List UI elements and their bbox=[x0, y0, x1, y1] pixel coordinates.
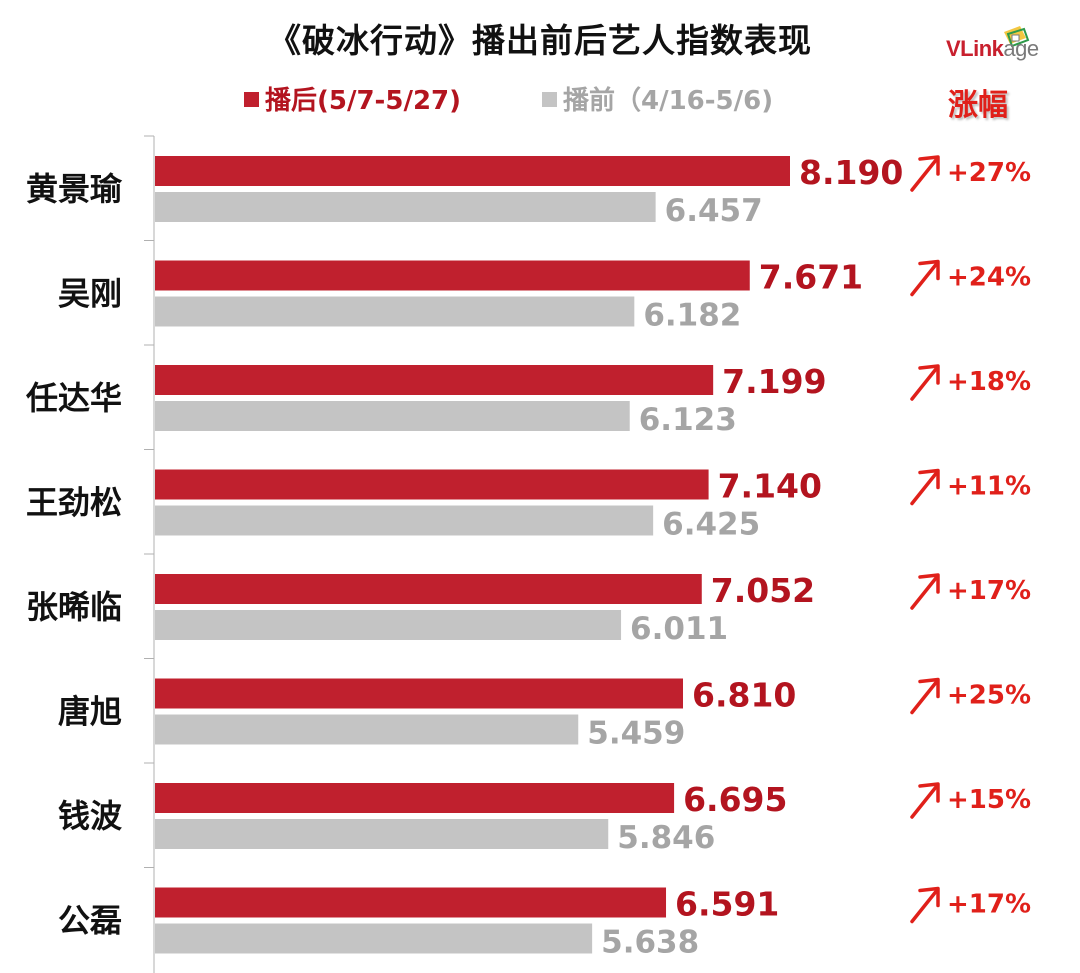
data-label-before: 5.638 bbox=[601, 925, 699, 961]
arrow-up-icon-head bbox=[918, 573, 940, 594]
bar-after bbox=[155, 156, 790, 186]
category-label: 公磊 bbox=[58, 902, 122, 940]
change-percent: +24% bbox=[947, 263, 1031, 293]
change-percent: +15% bbox=[947, 785, 1031, 815]
arrow-up-icon-head bbox=[918, 886, 940, 908]
logo-text-part2: age bbox=[1003, 36, 1039, 61]
change-column-header: 涨幅 bbox=[948, 88, 1008, 123]
logo-emblem-icon bbox=[1004, 26, 1030, 48]
category-label: 张晞临 bbox=[26, 588, 122, 626]
arrow-up-icon-head bbox=[918, 259, 940, 281]
bar-after bbox=[155, 574, 702, 604]
data-label-after: 8.190 bbox=[799, 153, 903, 192]
legend-swatch-after bbox=[244, 92, 259, 107]
data-label-after: 6.591 bbox=[675, 885, 779, 924]
data-label-after: 7.052 bbox=[711, 571, 815, 610]
category-label: 王劲松 bbox=[26, 484, 122, 522]
arrow-up-icon-head bbox=[918, 468, 940, 490]
arrow-up-icon bbox=[910, 471, 938, 506]
category-label: 钱波 bbox=[58, 797, 122, 835]
data-label-before: 6.182 bbox=[643, 298, 741, 334]
legend-item-before: 播前（4/16-5/6) bbox=[542, 80, 773, 117]
data-label-after: 6.695 bbox=[683, 780, 787, 819]
bar-before bbox=[155, 610, 622, 640]
logo-text: VLinkage bbox=[946, 36, 1039, 62]
bar-before bbox=[155, 192, 656, 222]
arrow-up-icon bbox=[910, 889, 938, 924]
legend-label-before: 播前（4/16-5/6) bbox=[563, 86, 774, 116]
data-label-before: 6.457 bbox=[665, 193, 763, 229]
category-label: 任达华 bbox=[26, 379, 122, 417]
data-label-after: 7.199 bbox=[722, 362, 826, 401]
arrow-up-icon bbox=[910, 262, 938, 297]
category-label: 唐旭 bbox=[58, 693, 122, 731]
change-percent: +11% bbox=[947, 472, 1031, 502]
arrow-up-icon bbox=[910, 576, 938, 610]
change-percent: +17% bbox=[947, 576, 1031, 606]
arrow-up-icon-head bbox=[918, 155, 940, 176]
legend-item-after: 播后(5/7-5/27) bbox=[244, 80, 461, 117]
data-label-before: 6.425 bbox=[662, 507, 760, 543]
bar-before bbox=[155, 923, 593, 954]
category-label: 黄景瑜 bbox=[26, 170, 123, 208]
legend-label-after: 播后(5/7-5/27) bbox=[265, 86, 462, 116]
data-label-after: 7.140 bbox=[718, 467, 822, 506]
arrow-up-icon bbox=[910, 367, 938, 401]
bar-after bbox=[155, 887, 667, 918]
bar-after bbox=[155, 678, 684, 709]
change-percent: +17% bbox=[947, 890, 1031, 920]
vlinkage-logo: VLinkage bbox=[946, 24, 1064, 68]
data-label-before: 6.011 bbox=[630, 611, 728, 647]
data-label-before: 5.459 bbox=[587, 716, 685, 752]
bar-after bbox=[155, 260, 750, 291]
change-percent: +27% bbox=[947, 158, 1031, 188]
bar-before bbox=[155, 296, 635, 327]
bar-after bbox=[155, 469, 709, 500]
arrow-up-icon bbox=[910, 158, 938, 192]
arrow-up-icon-head bbox=[918, 364, 940, 385]
change-percent: +25% bbox=[947, 681, 1031, 711]
bar-before bbox=[155, 819, 609, 849]
arrow-up-icon-head bbox=[918, 677, 940, 699]
change-percent: +18% bbox=[947, 367, 1031, 397]
logo-text-part1: VLink bbox=[946, 36, 1004, 61]
data-label-before: 6.123 bbox=[639, 402, 737, 438]
bar-before bbox=[155, 401, 630, 431]
category-label: 吴刚 bbox=[58, 275, 122, 313]
bar-before bbox=[155, 505, 654, 536]
bar-after bbox=[155, 783, 675, 813]
data-label-after: 6.810 bbox=[692, 676, 796, 715]
arrow-up-icon bbox=[910, 785, 938, 819]
arrow-up-icon bbox=[910, 680, 938, 715]
data-label-before: 5.846 bbox=[617, 820, 715, 856]
arrow-up-icon-head bbox=[918, 782, 940, 803]
data-label-after: 7.671 bbox=[759, 258, 863, 297]
chart-title: 《破冰行动》播出前后艺人指数表现 bbox=[268, 21, 812, 60]
bar-after bbox=[155, 365, 714, 395]
bar-before bbox=[155, 714, 579, 745]
legend-swatch-before bbox=[542, 92, 557, 107]
